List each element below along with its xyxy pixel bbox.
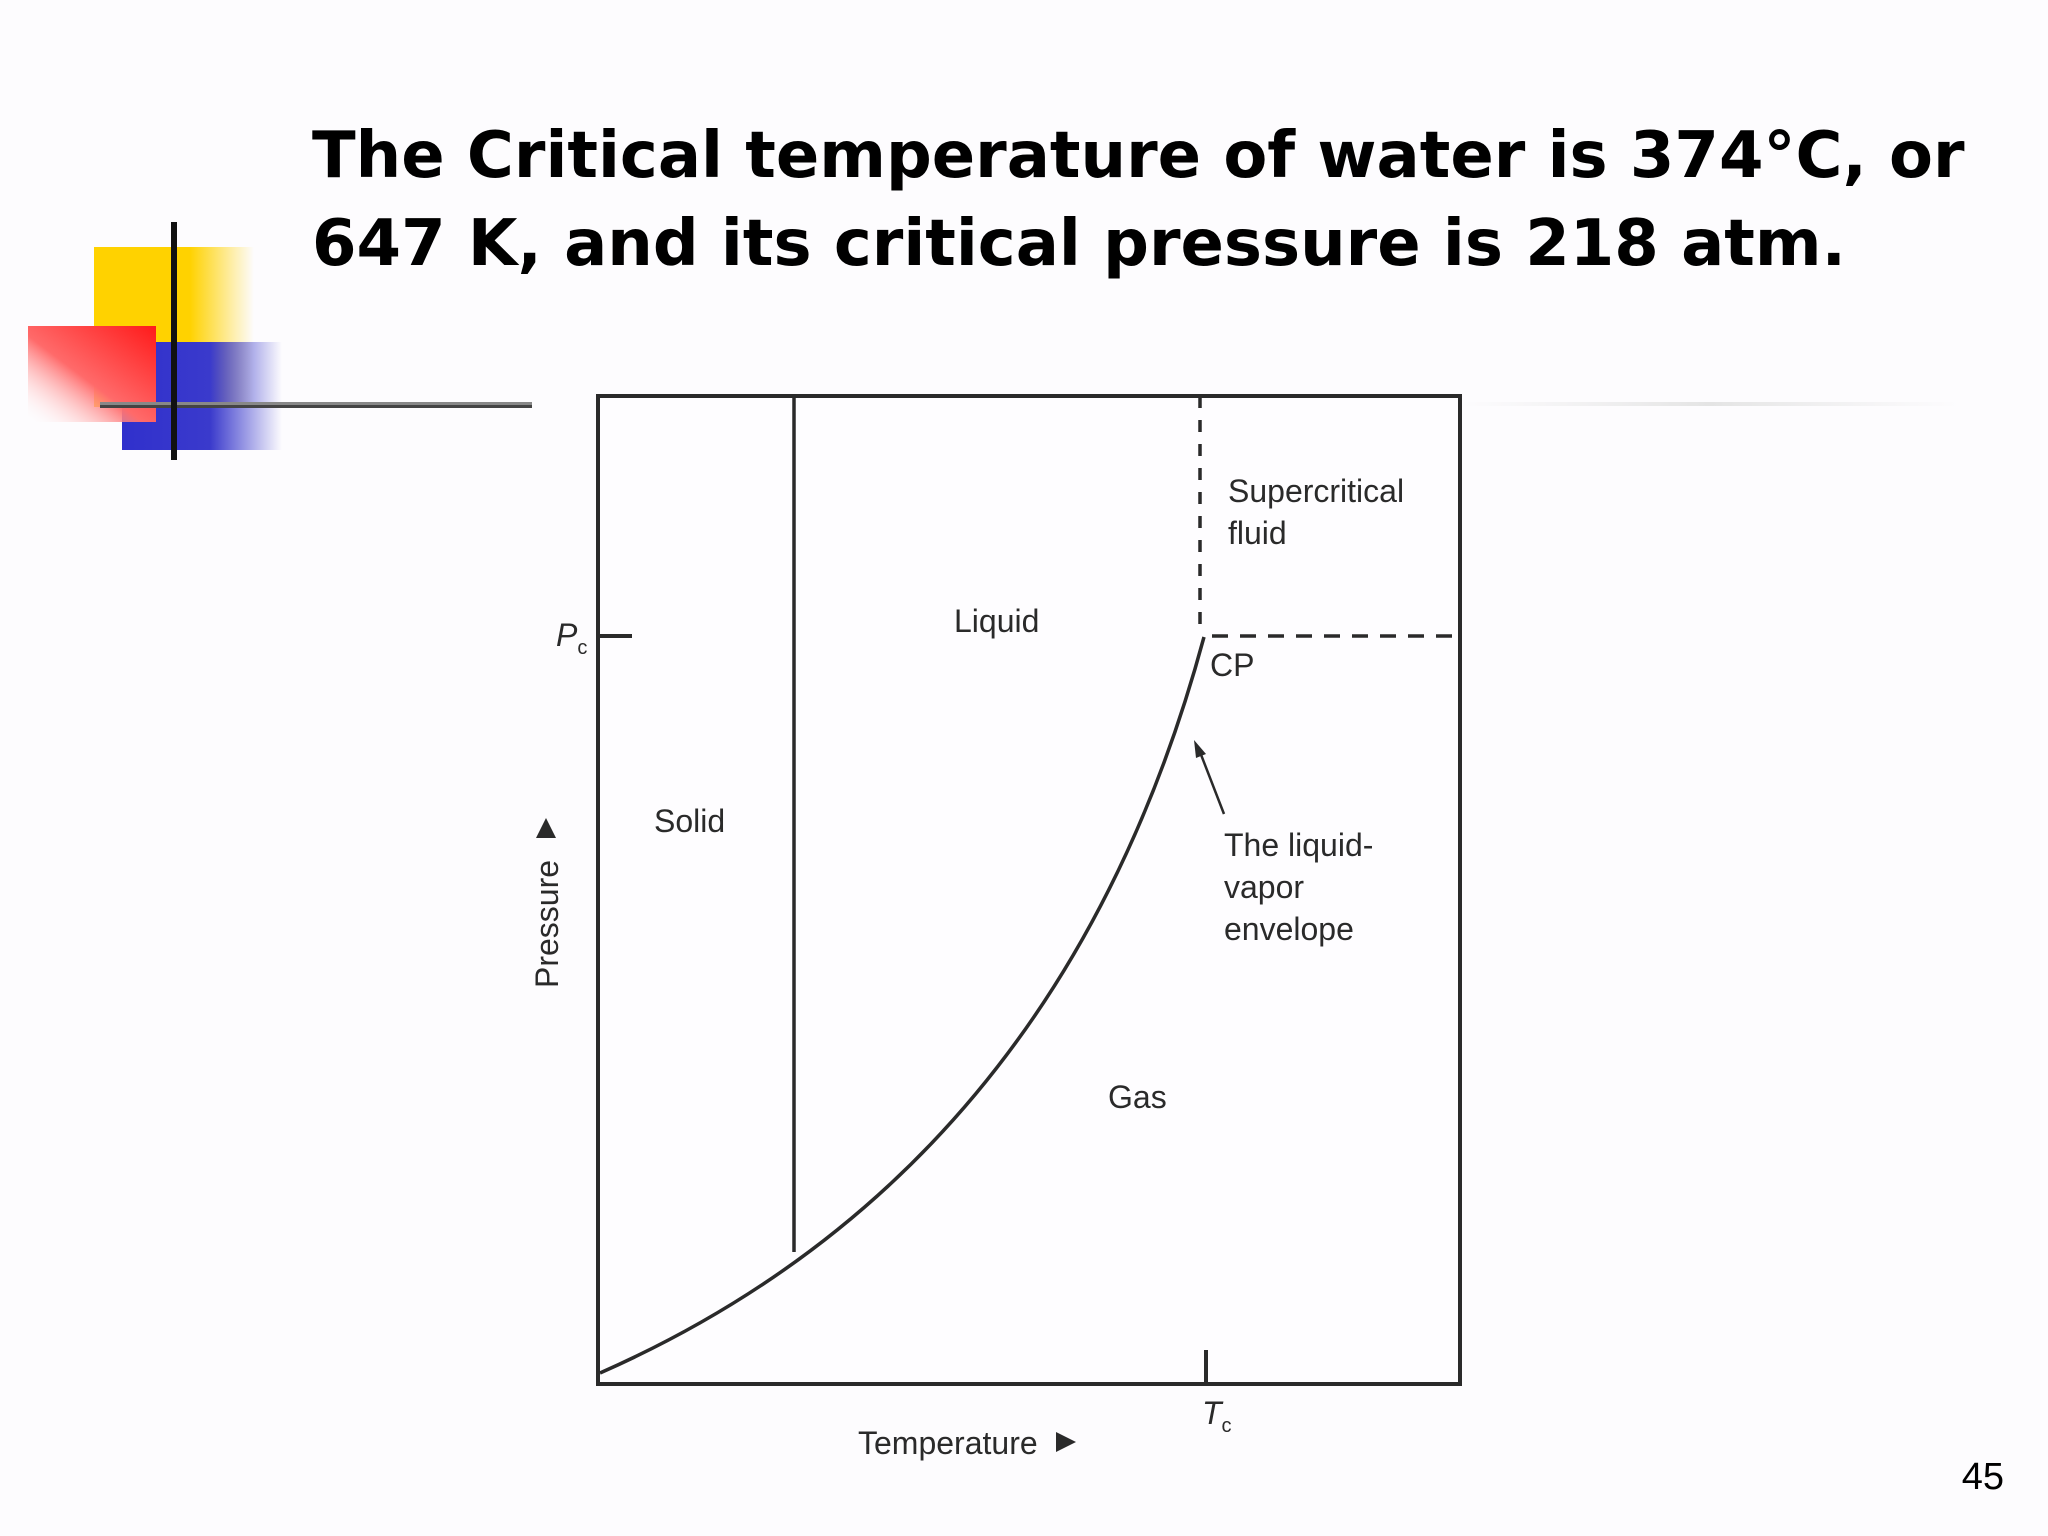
region-label-gas: Gas	[1108, 1079, 1167, 1115]
pc-label: Pc	[556, 617, 587, 659]
annotation-line-1: The liquid-	[1224, 827, 1373, 863]
region-label-supercritical-2: fluid	[1228, 515, 1287, 551]
plot-frame	[596, 394, 1462, 1386]
annotation-line-2: vapor	[1224, 869, 1304, 905]
pc-symbol: P	[556, 617, 578, 653]
annotation-line-3: envelope	[1224, 911, 1354, 947]
region-label-supercritical-1: Supercritical	[1228, 473, 1404, 509]
slide-title-line-2: 647 K, and its critical pressure is 218 …	[312, 207, 1846, 281]
y-axis-label: Pressure	[529, 860, 565, 988]
x-axis-arrow-icon	[1056, 1432, 1076, 1452]
y-axis-arrow-icon	[536, 818, 556, 838]
annotation-arrow-head	[1194, 740, 1206, 758]
tc-subscript: c	[1222, 1415, 1232, 1437]
liquid-vapor-curve	[599, 636, 1206, 1375]
region-label-liquid: Liquid	[954, 603, 1039, 639]
x-axis-label: Temperature	[858, 1425, 1038, 1461]
page-number: 45	[1961, 1456, 2004, 1498]
region-label-solid: Solid	[654, 803, 725, 839]
slide-title-line-1: The Critical temperature of water is 374…	[312, 119, 1965, 193]
pc-subscript: c	[577, 637, 587, 659]
annotation-arrow-line	[1198, 751, 1226, 815]
slide-title: The Critical temperature of water is 374…	[312, 112, 1965, 288]
diagram-background	[596, 396, 1460, 1384]
tc-label: Tc	[1202, 1395, 1232, 1437]
tc-symbol: T	[1202, 1395, 1224, 1431]
critical-point-label: CP	[1210, 647, 1254, 683]
